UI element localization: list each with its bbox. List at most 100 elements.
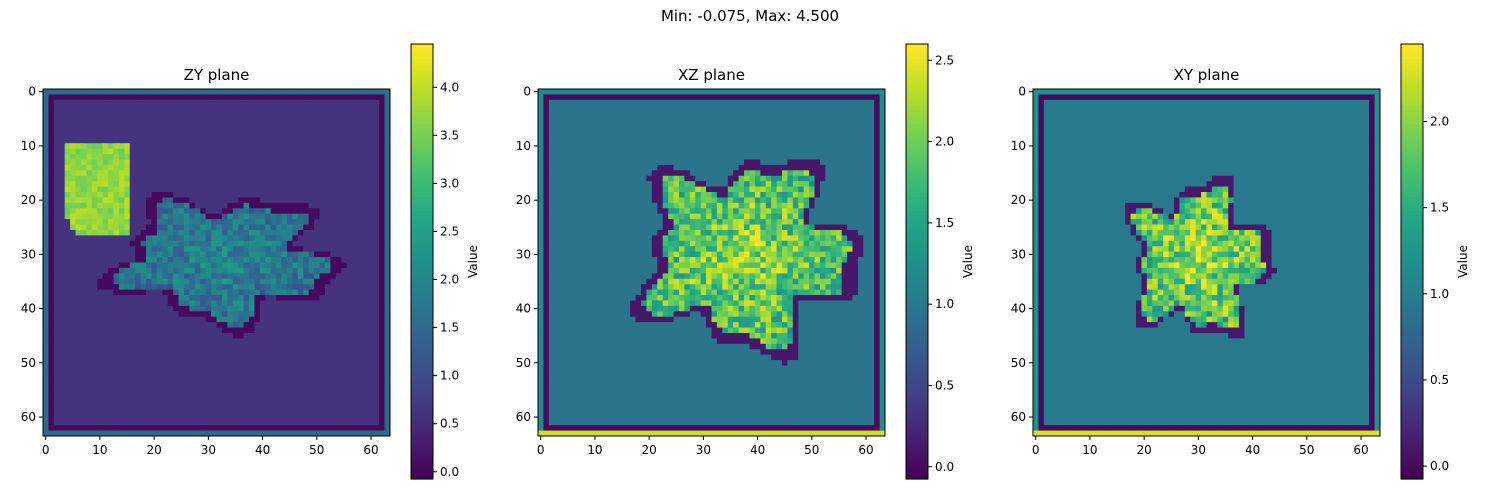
- heatmap-cell: [238, 148, 245, 155]
- heatmap-cell: [749, 137, 756, 144]
- heatmap-cell: [135, 408, 142, 415]
- heatmap-cell: [118, 110, 125, 117]
- heatmap-cell: [43, 419, 49, 426]
- heatmap-cell: [232, 224, 239, 231]
- heatmap-cell: [863, 121, 870, 128]
- heatmap-cell: [646, 132, 653, 139]
- heatmap-cell: [352, 137, 358, 144]
- heatmap-cell: [243, 246, 250, 253]
- heatmap-cell: [48, 376, 55, 383]
- heatmap-cell: [205, 370, 212, 377]
- heatmap-cell: [830, 132, 837, 139]
- heatmap-cell: [102, 197, 109, 204]
- heatmap-cell: [146, 94, 152, 101]
- heatmap-cell: [733, 105, 740, 112]
- heatmap-cell: [156, 202, 163, 209]
- heatmap-cell: [303, 387, 310, 394]
- heatmap-cell: [830, 143, 837, 150]
- heatmap-cell: [292, 289, 299, 296]
- heatmap-cell: [879, 110, 886, 117]
- heatmap-cell: [684, 110, 691, 117]
- heatmap-cell: [53, 257, 60, 263]
- heatmap-cell: [135, 110, 142, 117]
- heatmap-cell: [178, 425, 185, 432]
- heatmap-cell: [43, 262, 49, 269]
- heatmap-cell: [700, 99, 707, 106]
- heatmap-cell: [113, 219, 120, 226]
- heatmap-cell: [189, 376, 196, 383]
- heatmap-cell: [151, 332, 158, 339]
- heatmap-cell: [292, 154, 299, 160]
- heatmap-cell: [384, 94, 391, 101]
- heatmap-cell: [314, 338, 321, 345]
- heatmap-cell: [113, 192, 120, 198]
- heatmap-cell: [113, 332, 120, 339]
- heatmap-cell: [379, 392, 386, 399]
- heatmap-cell: [324, 425, 331, 432]
- heatmap-cell: [368, 110, 375, 117]
- heatmap-cell: [167, 327, 174, 334]
- heatmap-cell: [146, 360, 152, 367]
- heatmap-cell: [825, 105, 832, 112]
- heatmap-cell: [238, 121, 245, 128]
- heatmap-cell: [86, 246, 93, 253]
- heatmap-cell: [102, 219, 109, 226]
- heatmap-cell: [205, 105, 212, 112]
- heatmap-cell: [59, 186, 66, 193]
- heatmap-cell: [379, 360, 386, 367]
- heatmap-cell: [86, 224, 93, 231]
- heatmap-cell: [852, 132, 859, 139]
- heatmap-cell: [86, 295, 93, 301]
- heatmap-cell: [64, 208, 71, 215]
- heatmap-cell: [286, 376, 293, 383]
- heatmap-cell: [809, 94, 816, 101]
- heatmap-cell: [270, 430, 277, 437]
- heatmap-cell: [651, 89, 658, 95]
- heatmap-cell: [43, 229, 49, 236]
- heatmap-cell: [281, 370, 288, 377]
- heatmap-cell: [64, 403, 71, 410]
- heatmap-cell: [297, 148, 304, 155]
- heatmap-cell: [227, 392, 234, 399]
- heatmap-cell: [64, 349, 71, 356]
- heatmap-cell: [75, 137, 82, 144]
- heatmap-cell: [286, 425, 293, 432]
- heatmap-cell: [314, 94, 321, 101]
- heatmap-cell: [162, 295, 169, 301]
- heatmap-cell: [162, 132, 169, 139]
- heatmap-cell: [216, 284, 223, 291]
- heatmap-cell: [162, 327, 169, 334]
- heatmap-cell: [232, 403, 239, 410]
- heatmap-cell: [254, 126, 261, 133]
- heatmap-cell: [70, 246, 77, 253]
- heatmap-cell: [276, 154, 283, 160]
- heatmap-cell: [135, 224, 142, 231]
- heatmap-cell: [249, 273, 255, 280]
- heatmap-cell: [335, 354, 342, 361]
- heatmap-cell: [706, 89, 712, 95]
- heatmap-cell: [205, 235, 212, 242]
- heatmap-cell: [135, 99, 142, 106]
- heatmap-cell: [243, 170, 250, 177]
- heatmap-cell: [265, 110, 272, 117]
- heatmap-cell: [249, 181, 255, 188]
- heatmap-cell: [216, 192, 223, 198]
- heatmap-cell: [178, 338, 185, 345]
- heatmap-cell: [227, 126, 234, 133]
- heatmap-cell: [80, 192, 87, 198]
- colorbar-segment: [411, 392, 433, 397]
- heatmap-cell: [91, 94, 98, 101]
- heatmap-cell: [183, 419, 190, 426]
- heatmap-cell: [108, 414, 114, 421]
- heatmap-cell: [140, 181, 147, 188]
- heatmap-cell: [711, 132, 718, 139]
- heatmap-cell: [59, 94, 66, 101]
- heatmap-cell: [249, 295, 255, 301]
- heatmap-cell: [254, 89, 261, 95]
- heatmap-cell: [140, 224, 147, 231]
- heatmap-cell: [124, 192, 131, 198]
- heatmap-cell: [124, 316, 131, 323]
- heatmap-cell: [43, 159, 49, 166]
- heatmap-cell: [124, 257, 131, 263]
